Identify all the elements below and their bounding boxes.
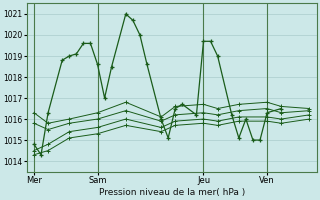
X-axis label: Pression niveau de la mer( hPa ): Pression niveau de la mer( hPa ) bbox=[99, 188, 245, 197]
